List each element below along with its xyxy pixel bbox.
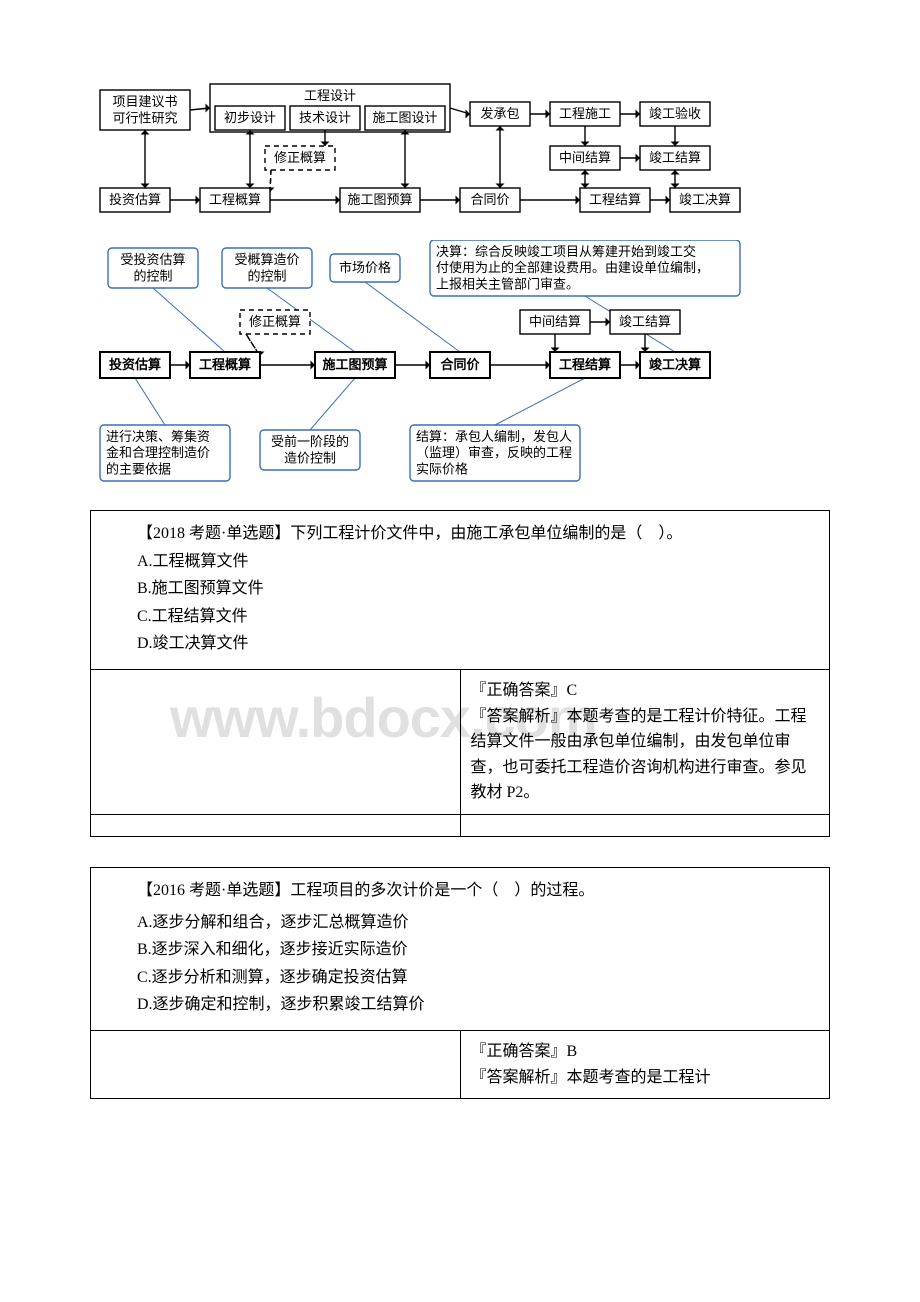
svg-text:投资估算: 投资估算 (109, 357, 161, 372)
q1-options: A.工程概算文件 B.施工图预算文件 C.工程结算文件 D.竣工决算文件 (105, 549, 815, 657)
q2-answer-cell: 『正确答案』B 『答案解析』本题考查的是工程计 (460, 1030, 830, 1098)
svg-text:进行决策、筹集资: 进行决策、筹集资 (106, 429, 210, 444)
svg-text:竣工结算: 竣工结算 (619, 314, 671, 329)
svg-text:竣工决算: 竣工决算 (679, 192, 731, 207)
svg-text:合同价: 合同价 (440, 357, 480, 372)
q1-empty-left (91, 814, 461, 836)
q2-opt-a: A.逐步分解和组合，逐步汇总概算造价 (137, 910, 815, 936)
q1-answer-left (91, 669, 461, 814)
q1-answer-cell: 『正确答案』C 『答案解析』本题考查的是工程计价特征。工程结算文件一般由承包单位… (460, 669, 830, 814)
svg-text:造价控制: 造价控制 (284, 450, 336, 465)
svg-text:金和合理控制造价: 金和合理控制造价 (106, 445, 210, 460)
question-table-2: 【2016 考题·单选题】工程项目的多次计价是一个（ ）的过程。 A.逐步分解和… (90, 867, 830, 1099)
flowchart-1: 项目建议书可行性研究 初步设计 技术设计 施工图设计 工程设计发承包 工程施工 竣工验收中间… (90, 80, 830, 220)
q2-opt-c: C.逐步分析和测算，逐步确定投资估算 (137, 965, 815, 991)
svg-text:付使用为止的全部建设费用。由建设单位编制，: 付使用为止的全部建设费用。由建设单位编制， (436, 260, 709, 275)
q2-stem: 【2016 考题·单选题】工程项目的多次计价是一个（ ）的过程。 (105, 878, 815, 904)
svg-text:工程设计: 工程设计 (304, 88, 356, 103)
svg-text:结算：承包人编制，发包人: 结算：承包人编制，发包人 (416, 429, 572, 444)
q1-answer-label: 『正确答案』 (471, 682, 567, 699)
q2-answer-label: 『正确答案』 (471, 1043, 567, 1060)
svg-text:实际价格: 实际价格 (416, 461, 468, 476)
svg-text:决算：综合反映竣工项目从筹建开始到竣工交: 决算：综合反映竣工项目从筹建开始到竣工交 (436, 244, 696, 259)
q1-analysis-label: 『答案解析』 (471, 708, 567, 725)
q1-empty-right (460, 814, 830, 836)
svg-text:初步设计: 初步设计 (224, 110, 276, 125)
question-table-1: 【2018 考题·单选题】下列工程计价文件中，由施工承包单位编制的是（ ）。 A… (90, 510, 830, 837)
svg-text:工程结算: 工程结算 (589, 192, 641, 207)
svg-text:工程概算: 工程概算 (199, 357, 251, 372)
svg-text:工程概算: 工程概算 (209, 192, 261, 207)
q2-answer-line: 『正确答案』B (471, 1039, 820, 1065)
q2-analysis-line: 『答案解析』本题考查的是工程计 (471, 1065, 820, 1091)
svg-text:发承包: 发承包 (480, 106, 519, 121)
q1-cell: 【2018 考题·单选题】下列工程计价文件中，由施工承包单位编制的是（ ）。 A… (91, 511, 830, 670)
svg-text:中间结算: 中间结算 (559, 150, 611, 165)
svg-text:受前一阶段的: 受前一阶段的 (271, 434, 349, 449)
svg-text:的控制: 的控制 (133, 268, 172, 283)
q1-opt-a: A.工程概算文件 (137, 549, 815, 575)
svg-text:受投资估算: 受投资估算 (120, 252, 185, 267)
q1-stem: 【2018 考题·单选题】下列工程计价文件中，由施工承包单位编制的是（ ）。 (105, 521, 815, 547)
q2-analysis-label: 『答案解析』 (471, 1069, 567, 1086)
svg-text:可行性研究: 可行性研究 (112, 110, 177, 125)
q2-analysis: 本题考查的是工程计 (567, 1069, 711, 1086)
svg-text:工程施工: 工程施工 (559, 106, 611, 121)
q2-answer: B (567, 1043, 578, 1060)
q1-analysis-line: 『答案解析』本题考查的是工程计价特征。工程结算文件一般由承包单位编制，由发包单位… (471, 704, 820, 806)
svg-text:投资估算: 投资估算 (109, 192, 161, 207)
svg-text:竣工结算: 竣工结算 (649, 150, 701, 165)
q2-opt-b: B.逐步深入和细化，逐步接近实际造价 (137, 937, 815, 963)
svg-text:工程结算: 工程结算 (559, 357, 611, 372)
q1-answer: C (567, 682, 578, 699)
svg-text:施工图预算: 施工图预算 (347, 192, 412, 207)
svg-text:施工图预算: 施工图预算 (322, 357, 387, 372)
svg-text:上报相关主管部门审查。: 上报相关主管部门审查。 (436, 276, 579, 291)
svg-text:（监理）审查，反映的工程: （监理）审查，反映的工程 (416, 445, 572, 460)
svg-text:竣工决算: 竣工决算 (649, 357, 701, 372)
q2-options: A.逐步分解和组合，逐步汇总概算造价 B.逐步深入和细化，逐步接近实际造价 C.… (105, 910, 815, 1018)
q1-answer-line: 『正确答案』C (471, 678, 820, 704)
q1-opt-c: C.工程结算文件 (137, 604, 815, 630)
q1-opt-b: B.施工图预算文件 (137, 576, 815, 602)
svg-text:修正概算: 修正概算 (249, 314, 301, 329)
svg-text:受概算造价: 受概算造价 (234, 252, 299, 267)
svg-text:合同价: 合同价 (470, 192, 509, 207)
q1-opt-d: D.竣工决算文件 (137, 631, 815, 657)
svg-text:市场价格: 市场价格 (339, 260, 391, 275)
q2-answer-left (91, 1030, 461, 1098)
svg-text:中间结算: 中间结算 (529, 314, 581, 329)
svg-text:的主要依据: 的主要依据 (106, 461, 171, 476)
svg-text:项目建议书: 项目建议书 (112, 94, 177, 109)
svg-text:技术设计: 技术设计 (299, 110, 351, 125)
flowchart-2: 受投资估算的控制受概算造价的控制市场价格决算：综合反映竣工项目从筹建开始到竣工交… (90, 240, 830, 490)
svg-text:施工图设计: 施工图设计 (372, 110, 437, 125)
svg-text:的控制: 的控制 (247, 268, 286, 283)
q2-opt-d: D.逐步确定和控制，逐步积累竣工结算价 (137, 992, 815, 1018)
svg-text:修正概算: 修正概算 (274, 150, 326, 165)
svg-text:竣工验收: 竣工验收 (649, 106, 701, 121)
q2-cell: 【2016 考题·单选题】工程项目的多次计价是一个（ ）的过程。 A.逐步分解和… (91, 867, 830, 1030)
